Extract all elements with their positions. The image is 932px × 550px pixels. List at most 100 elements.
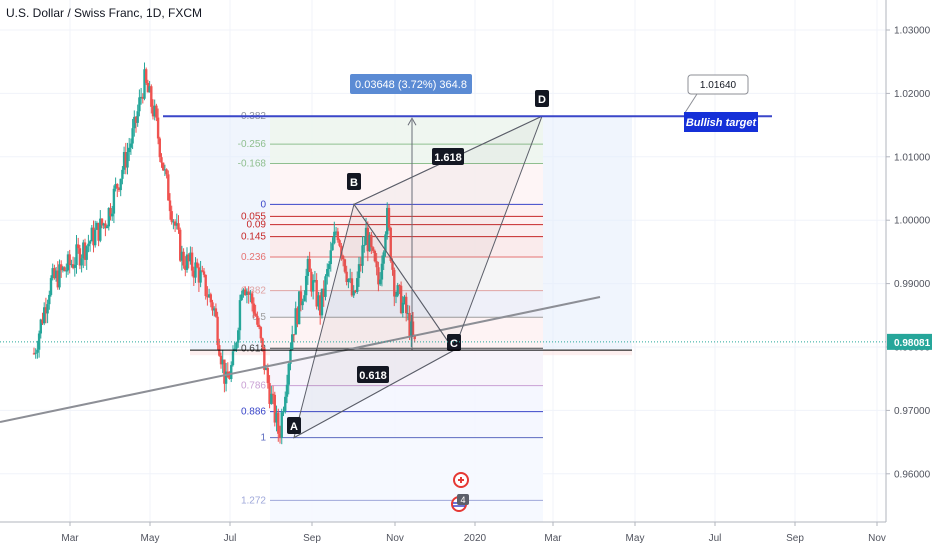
events-badge-bg [457,494,469,505]
candle-body [282,411,285,413]
candle-body [378,279,382,285]
candle-body [41,319,44,324]
fib-label: 0.145 [241,232,266,243]
candle-body [78,248,82,266]
candle-body [278,433,282,438]
candle-body [143,69,146,99]
candle-body [122,152,126,170]
candle-body [82,242,85,259]
time-tick-label: Mar [61,533,79,544]
candle-body [61,267,65,271]
candle-body [304,275,308,296]
time-axis[interactable]: Mar May Jul Sep Nov 2020 Mar May Jul Sep Nov [0,521,932,550]
candle-body [128,147,131,153]
fib-zone [270,317,543,349]
abcd-pattern[interactable]: A B C D 0.618 1.618 [287,90,549,439]
candle-body [43,307,46,324]
price-axis[interactable]: 1.03000 1.02000 1.01000 1.00000 0.99000 0.980… [885,0,932,550]
candle-body [94,229,97,246]
candle-body [354,290,357,293]
time-tick-label: May [141,533,160,544]
candle-body [68,254,71,265]
fib-label: 0 [260,199,266,210]
candle-body [109,208,112,217]
bullish-target-label: Bullish target [686,117,758,129]
candle-body [259,327,263,339]
candle-body [399,285,403,314]
candle-body [139,96,143,98]
pattern-line-ac [293,349,455,439]
candle-body [336,231,340,241]
candle-body [301,301,304,306]
time-tick-label: Mar [544,533,562,544]
candle-body [56,270,59,288]
candle-body [237,330,240,343]
support-trend-line [0,296,601,423]
candle-body [296,308,299,325]
candle-body [107,208,110,227]
current-price-badge [887,333,932,350]
candle-body [182,251,185,266]
candle-body [53,268,56,279]
price-axis-bg [886,0,932,550]
candle-body [231,351,235,366]
trend-line[interactable] [0,296,601,423]
candle-body [270,393,273,404]
candle-body [194,262,197,278]
candle-body [343,259,347,272]
fib-label: -0.168 [238,158,267,169]
candle-body [88,241,92,244]
pattern-point-bg [347,173,361,190]
candle-body [100,218,104,226]
candle-body [405,296,408,314]
candle-body [345,271,348,283]
candle-body [289,349,292,364]
candle-body [190,252,194,271]
candle-body [257,324,261,328]
candle-body [75,244,78,265]
fib-zone [270,216,543,225]
candle-body [172,221,175,223]
candle-body [111,213,114,217]
candle-body [202,271,206,275]
pattern-point-bg [447,334,461,351]
candle-body [347,279,350,283]
candle-body [77,244,80,249]
candle-body [401,302,404,314]
candle-body [148,86,151,93]
candle-body [252,303,256,314]
candle-body [391,260,394,270]
time-tick-label: Nov [868,533,886,544]
pattern-point-bg [535,90,549,107]
candle-body [228,377,231,380]
candle-body [189,252,192,262]
candle-body [389,227,392,261]
target-price-tag: 1.01640 [700,80,737,91]
measure-label-bg [350,74,472,94]
fib-label: 0.886 [241,407,266,418]
candle-body [348,278,352,280]
events-count: 4 [460,495,465,505]
candle-body [308,258,311,272]
candle-body [299,291,303,306]
candle-body [48,294,51,305]
time-tick-label: Sep [303,533,321,544]
measure-label: 0.03648 (3.72%) 364.8 [355,79,467,91]
candle-body [199,270,202,283]
candle-body [366,227,370,252]
price-tick-label: 1.00000 [894,216,931,227]
candle-body [331,243,334,251]
candle-body [334,231,338,233]
candle-body [124,152,127,168]
fib-label: 0.236 [241,252,266,263]
price-tick-label: 1.03000 [894,26,931,37]
candle-body [66,254,70,271]
candle-body [396,285,399,296]
candle-body [146,82,150,93]
candle-body [219,355,223,365]
candle-body [90,227,93,242]
candle-body [114,183,117,189]
candle-body [65,270,68,272]
fib-zone [270,144,543,164]
